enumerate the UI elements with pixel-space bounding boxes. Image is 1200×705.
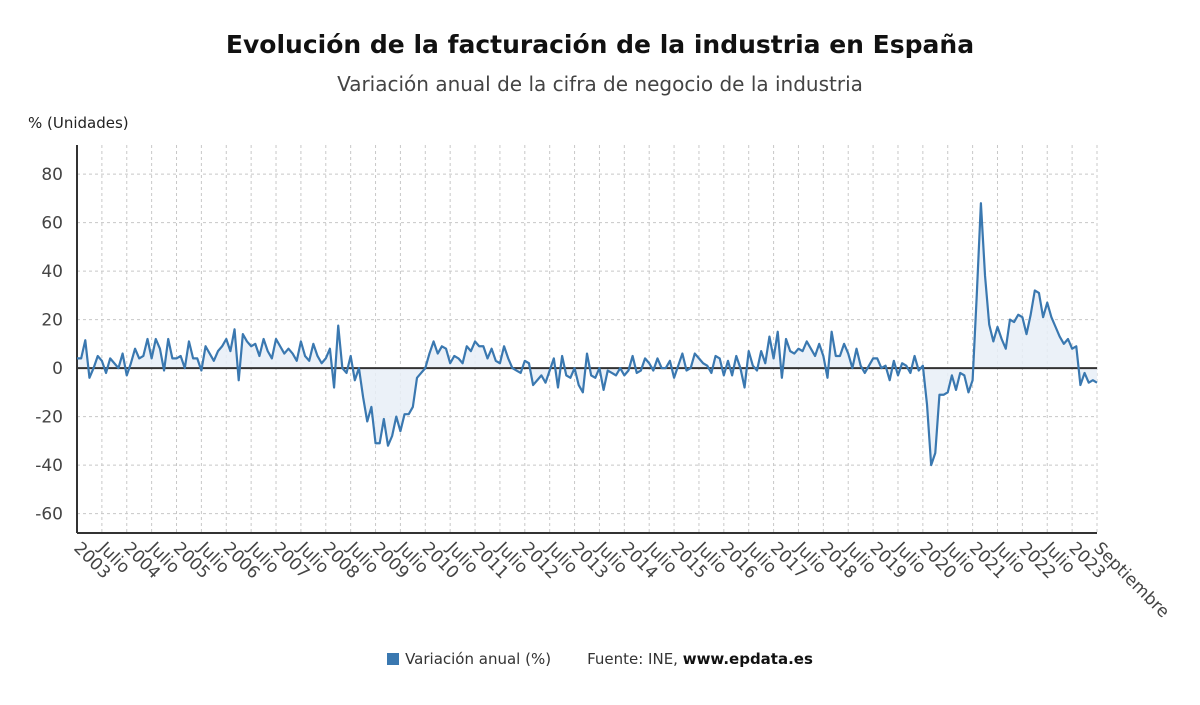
y-axis-label: % (Unidades) [28, 114, 129, 132]
legend: Variación anual (%) Fuente: INE, www.epda… [0, 650, 1200, 668]
source-label: Fuente: INE, [587, 650, 678, 668]
legend-series-label: Variación anual (%) [405, 650, 552, 668]
chart-title: Evolución de la facturación de la indust… [225, 30, 975, 59]
y-tick-label: 20 [41, 311, 63, 331]
y-tick-label: 0 [52, 359, 63, 379]
source-site-link[interactable]: www.epdata.es [682, 650, 813, 668]
series-area-fill [77, 203, 1097, 466]
y-tick-label: 80 [41, 165, 63, 185]
y-tick-label: 40 [41, 262, 63, 282]
y-ticks: 80 60 40 20 0 -20 -40 -60 [35, 165, 63, 524]
y-tick-label: -20 [35, 408, 63, 428]
legend-swatch [387, 653, 400, 665]
x-tick-label: Septiembre [1089, 538, 1173, 622]
x-ticks: 2003Julio2004Julio2005Julio2006Julio2007… [69, 538, 1173, 622]
grid [76, 145, 1098, 533]
axes [76, 145, 1097, 534]
y-tick-label: 60 [41, 214, 63, 234]
series-line [77, 202, 1098, 467]
series-layer [77, 202, 1098, 467]
area-fill-layer [77, 203, 1097, 466]
y-tick-label: -60 [35, 505, 63, 525]
chart-subtitle: Variación anual de la cifra de negocio d… [337, 72, 863, 96]
y-tick-label: -40 [35, 456, 63, 476]
